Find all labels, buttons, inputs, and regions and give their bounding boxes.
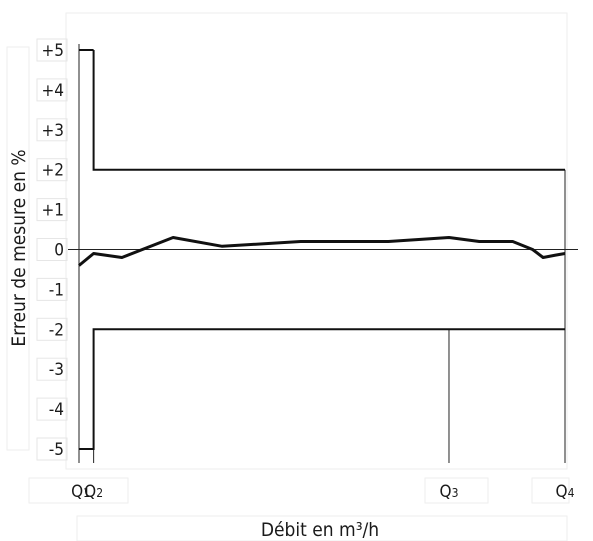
lower-limit-line xyxy=(79,329,565,449)
y-tick-label: -5 xyxy=(49,440,64,460)
y-tick-labels: +5 +4 +3 +2 +1 0 -1 -2 -3 -4 -5 xyxy=(41,41,64,460)
upper-limit-line xyxy=(94,50,565,170)
y-tick-label: +3 xyxy=(41,121,64,141)
y-tick-label: -2 xyxy=(49,320,64,340)
y-tick-label: -4 xyxy=(49,400,64,420)
y-tick-label: -1 xyxy=(49,280,64,300)
y-tick-label: +2 xyxy=(41,161,64,181)
error-series-line xyxy=(79,238,565,266)
y-tick-label: +1 xyxy=(41,201,64,221)
label-frames xyxy=(7,13,569,541)
y-tick-label: 0 xyxy=(54,241,64,261)
x-marker-label: Q4 xyxy=(556,482,575,502)
y-tick-label: +4 xyxy=(41,81,64,101)
y-tick-label: -3 xyxy=(49,360,64,380)
x-axis-title: Débit en m³/h xyxy=(261,519,379,541)
y-axis-title: Erreur de mesure en % xyxy=(8,149,30,346)
error-curve xyxy=(79,238,565,266)
x-marker-label: Q2 xyxy=(84,482,103,502)
x-marker-label: Q3 xyxy=(440,482,459,502)
y-tick-label: +5 xyxy=(41,41,64,61)
x-marker-lines xyxy=(79,44,565,463)
